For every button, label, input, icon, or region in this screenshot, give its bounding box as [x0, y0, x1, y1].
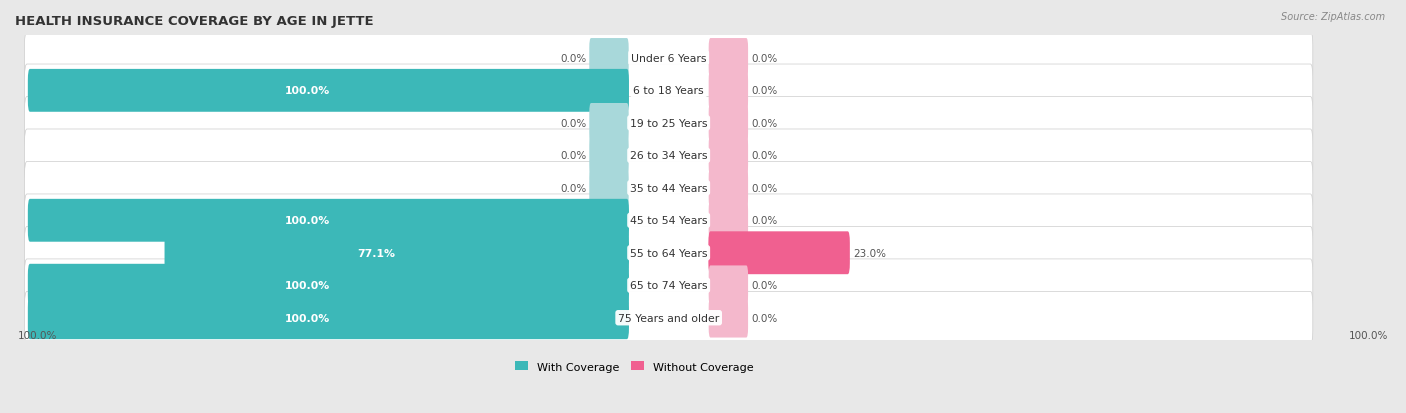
Text: 26 to 34 Years: 26 to 34 Years: [630, 151, 707, 161]
FancyBboxPatch shape: [24, 195, 1313, 247]
FancyBboxPatch shape: [589, 169, 628, 208]
Text: Under 6 Years: Under 6 Years: [631, 54, 706, 64]
Text: 0.0%: 0.0%: [751, 280, 778, 290]
Text: 100.0%: 100.0%: [285, 313, 330, 323]
Text: 0.0%: 0.0%: [560, 151, 586, 161]
Text: 0.0%: 0.0%: [751, 119, 778, 128]
FancyBboxPatch shape: [28, 264, 628, 307]
Text: 0.0%: 0.0%: [751, 216, 778, 226]
Text: Source: ZipAtlas.com: Source: ZipAtlas.com: [1281, 12, 1385, 22]
Text: 75 Years and older: 75 Years and older: [619, 313, 720, 323]
FancyBboxPatch shape: [24, 130, 1313, 182]
FancyBboxPatch shape: [709, 71, 748, 111]
Text: 55 to 64 Years: 55 to 64 Years: [630, 248, 707, 258]
Text: 100.0%: 100.0%: [285, 216, 330, 226]
FancyBboxPatch shape: [709, 232, 849, 275]
Text: 100.0%: 100.0%: [1348, 330, 1388, 340]
Text: 0.0%: 0.0%: [751, 86, 778, 96]
Text: 0.0%: 0.0%: [560, 183, 586, 193]
Text: 0.0%: 0.0%: [560, 54, 586, 64]
FancyBboxPatch shape: [28, 297, 628, 339]
FancyBboxPatch shape: [165, 232, 628, 275]
Text: 23.0%: 23.0%: [853, 248, 887, 258]
Text: 100.0%: 100.0%: [18, 330, 58, 340]
FancyBboxPatch shape: [24, 259, 1313, 312]
Text: HEALTH INSURANCE COVERAGE BY AGE IN JETTE: HEALTH INSURANCE COVERAGE BY AGE IN JETT…: [15, 15, 374, 28]
Text: 100.0%: 100.0%: [285, 280, 330, 290]
Text: 45 to 54 Years: 45 to 54 Years: [630, 216, 707, 226]
Text: 6 to 18 Years: 6 to 18 Years: [633, 86, 704, 96]
Text: 65 to 74 Years: 65 to 74 Years: [630, 280, 707, 290]
FancyBboxPatch shape: [709, 39, 748, 78]
FancyBboxPatch shape: [709, 169, 748, 208]
FancyBboxPatch shape: [24, 97, 1313, 150]
FancyBboxPatch shape: [709, 104, 748, 143]
FancyBboxPatch shape: [709, 298, 748, 338]
FancyBboxPatch shape: [28, 199, 628, 242]
FancyBboxPatch shape: [24, 65, 1313, 117]
FancyBboxPatch shape: [709, 201, 748, 240]
Text: 0.0%: 0.0%: [560, 119, 586, 128]
Text: 0.0%: 0.0%: [751, 54, 778, 64]
FancyBboxPatch shape: [24, 33, 1313, 85]
Text: 0.0%: 0.0%: [751, 183, 778, 193]
Text: 19 to 25 Years: 19 to 25 Years: [630, 119, 707, 128]
FancyBboxPatch shape: [28, 70, 628, 112]
FancyBboxPatch shape: [24, 292, 1313, 344]
Text: 77.1%: 77.1%: [357, 248, 395, 258]
Text: 100.0%: 100.0%: [285, 86, 330, 96]
Legend: With Coverage, Without Coverage: With Coverage, Without Coverage: [515, 361, 754, 372]
FancyBboxPatch shape: [709, 136, 748, 176]
FancyBboxPatch shape: [709, 266, 748, 305]
FancyBboxPatch shape: [589, 39, 628, 78]
Text: 0.0%: 0.0%: [751, 151, 778, 161]
FancyBboxPatch shape: [24, 162, 1313, 215]
FancyBboxPatch shape: [589, 104, 628, 143]
Text: 0.0%: 0.0%: [751, 313, 778, 323]
Text: 35 to 44 Years: 35 to 44 Years: [630, 183, 707, 193]
FancyBboxPatch shape: [589, 136, 628, 176]
FancyBboxPatch shape: [24, 227, 1313, 279]
